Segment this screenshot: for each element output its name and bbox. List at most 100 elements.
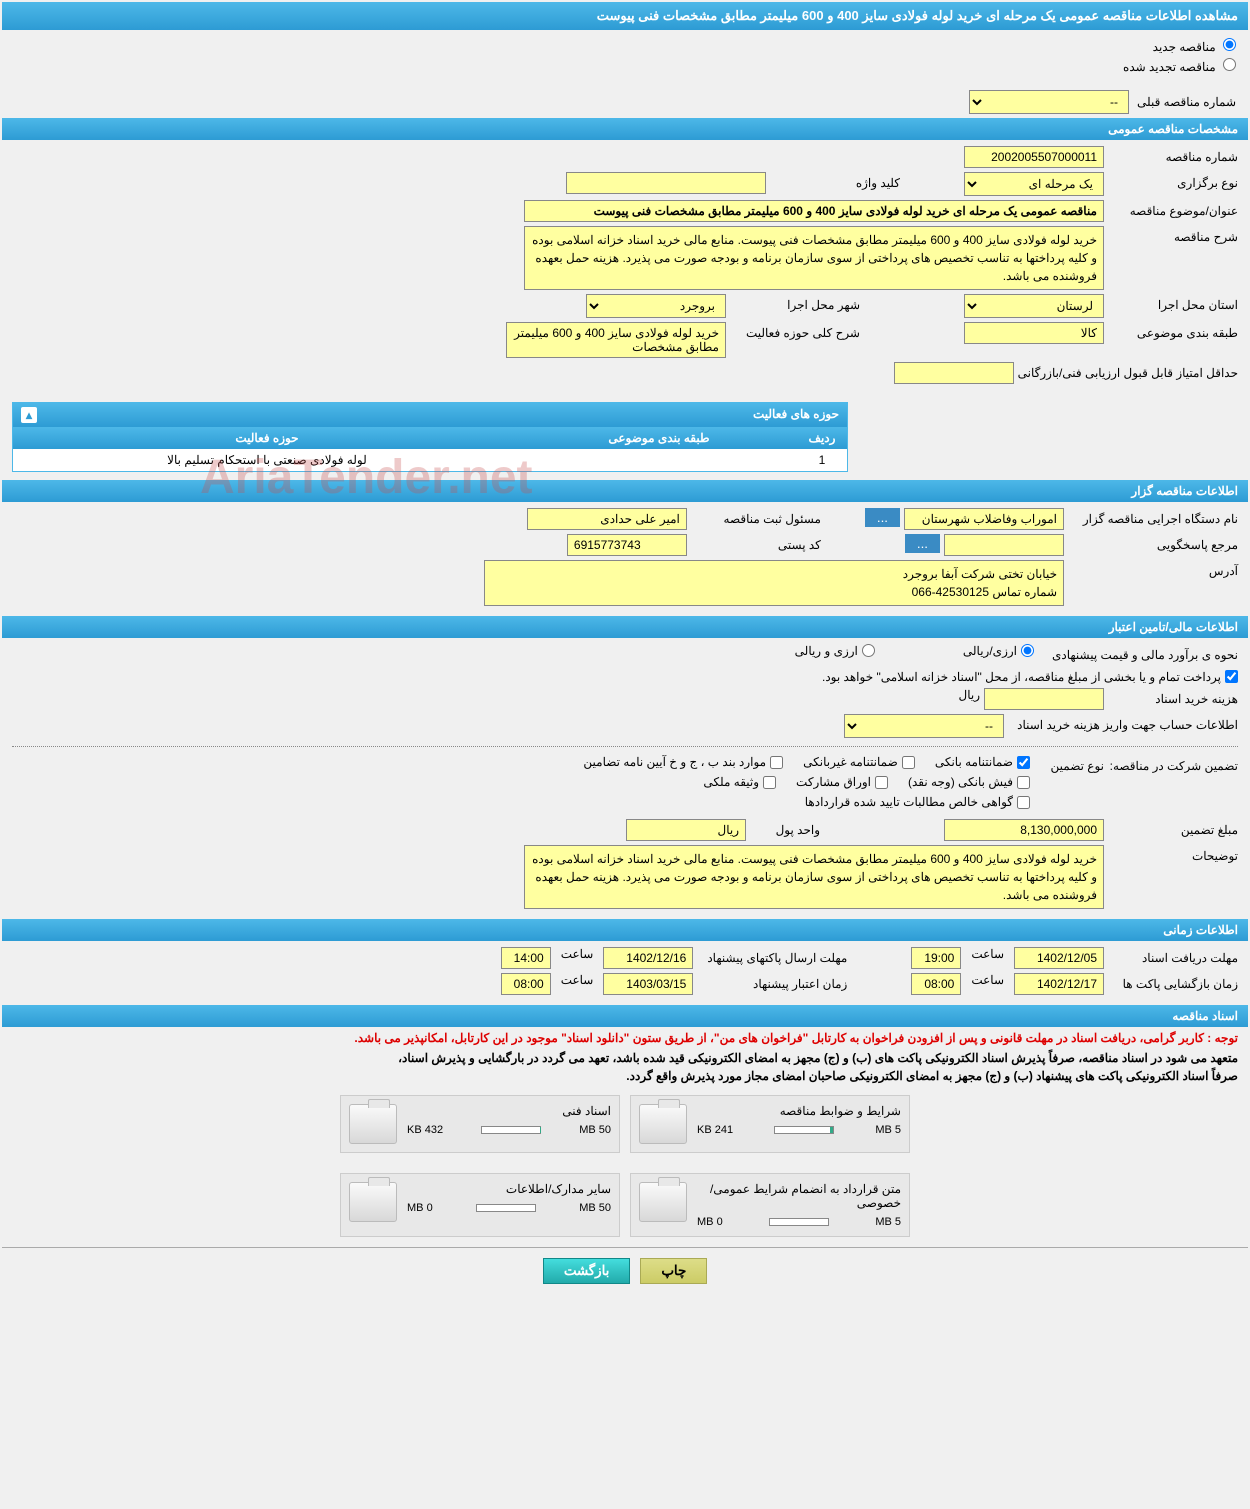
address-value: خیابان تختی شرکت آبفا بروجرد شماره تماس … — [484, 560, 1064, 606]
notes-label: توضیحات — [1108, 845, 1238, 867]
doc-title: سایر مدارک/اطلاعات — [407, 1182, 611, 1196]
time-label-4: ساعت — [561, 973, 594, 987]
doc-used: 0 MB — [407, 1202, 433, 1214]
method-label: نحوه ی برآورد مالی و قیمت پیشنهادی — [1038, 644, 1238, 666]
cb-clause[interactable] — [770, 756, 783, 769]
col-area: حوزه فعالیت — [13, 427, 521, 449]
gtype-label: نوع تضمین — [1034, 755, 1104, 777]
time-label-2: ساعت — [561, 947, 594, 961]
contact-lookup-button[interactable]: ... — [905, 534, 940, 553]
cb-bank[interactable] — [1017, 756, 1030, 769]
opt-cash: فیش بانکی (وجه نقد) — [908, 775, 1013, 789]
activity-panel-title: حوزه های فعالیت — [753, 407, 839, 423]
progress-bar — [774, 1126, 834, 1134]
table-row: 1 لوله فولادی صنعتی با استحکام تسلیم بال… — [13, 449, 847, 471]
activity-desc-value: خرید لوله فولادی سایز 400 و 600 میلیمتر … — [506, 322, 726, 358]
desc-label: شرح مناقصه — [1108, 226, 1238, 248]
participate-label: تضمین شرکت در مناقصه: — [1108, 755, 1238, 777]
province-label: استان محل اجرا — [1108, 294, 1238, 316]
receive-time: 19:00 — [911, 947, 961, 969]
doc-cost-input[interactable] — [984, 688, 1104, 710]
validity-label: زمان اعتبار پیشنهاد — [697, 973, 847, 995]
exec-value: اموراب وفاضلاب شهرستان — [904, 508, 1064, 530]
address-label: آدرس — [1068, 560, 1238, 582]
doc-card-terms[interactable]: شرایط و ضوابط مناقصه 5 MB 241 KB — [630, 1095, 910, 1153]
doc-title: اسناد فنی — [407, 1104, 611, 1118]
opt-cert: گواهی خالص مطالبات تایید شده قراردادها — [805, 795, 1013, 809]
row-area: لوله فولادی صنعتی با استحکام تسلیم بالا — [13, 449, 521, 471]
progress-bar — [769, 1218, 829, 1226]
subject-value: مناقصه عمومی یک مرحله ای خرید لوله فولاد… — [524, 200, 1104, 222]
doc-card-contract[interactable]: متن قرارداد به انضمام شرایط عمومی/خصوصی … — [630, 1173, 910, 1237]
notice-line2: صرفاً اسناد الکترونیکی پاکت های پیشنهاد … — [2, 1067, 1248, 1085]
back-button[interactable]: بازگشت — [543, 1258, 631, 1284]
keyword-input[interactable] — [566, 172, 766, 194]
province-select[interactable]: لرستان — [964, 294, 1104, 318]
contact-value — [944, 534, 1064, 556]
reg-officer-label: مسئول ثبت مناقصه — [691, 508, 821, 530]
opt-property: وثیقه ملکی — [703, 775, 759, 789]
exec-lookup-button[interactable]: ... — [865, 508, 900, 527]
cb-cert[interactable] — [1017, 796, 1030, 809]
method-op1: ارزی/ریالی — [963, 644, 1017, 658]
type-select[interactable]: یک مرحله ای — [964, 172, 1104, 196]
radio-new-tender[interactable] — [1223, 38, 1236, 51]
payment-checkbox[interactable] — [1225, 670, 1238, 683]
radio-both[interactable] — [862, 644, 875, 657]
open-date: 1402/12/17 — [1014, 973, 1104, 995]
desc-value: خرید لوله فولادی سایز 400 و 600 میلیمتر … — [524, 226, 1104, 290]
account-label: اطلاعات حساب جهت واریز هزینه خرید اسناد — [1008, 714, 1238, 736]
unit-label: واحد پول — [750, 819, 820, 841]
type-label: نوع برگزاری — [1108, 172, 1238, 194]
opt-nonbank: ضمانتنامه غیربانکی — [803, 755, 898, 769]
progress-bar — [476, 1204, 536, 1212]
cb-property[interactable] — [763, 776, 776, 789]
subject-label: عنوان/موضوع مناقصه — [1108, 200, 1238, 222]
section-organizer-header: اطلاعات مناقصه گزار — [2, 480, 1248, 502]
doc-cost-label: هزینه خرید اسناد — [1108, 688, 1238, 710]
opt-stock: اوراق مشارکت — [796, 775, 871, 789]
receive-date: 1402/12/05 — [1014, 947, 1104, 969]
doc-card-tech[interactable]: اسناد فنی 50 MB 432 KB — [340, 1095, 620, 1153]
prev-tender-select[interactable]: -- — [969, 90, 1129, 114]
radio-new-label: مناقصه جدید — [1153, 40, 1216, 54]
col-row: ردیف — [797, 427, 847, 449]
activity-panel: حوزه های فعالیت ▴ ردیف طبقه بندی موضوعی … — [12, 402, 848, 472]
cb-cash[interactable] — [1017, 776, 1030, 789]
min-score-input[interactable] — [894, 362, 1014, 384]
doc-used: 432 KB — [407, 1124, 443, 1136]
doc-limit: 50 MB — [579, 1124, 611, 1136]
exec-label: نام دستگاه اجرایی مناقصه گزار — [1068, 508, 1238, 530]
print-button[interactable]: چاپ — [640, 1258, 707, 1284]
radio-rial[interactable] — [1021, 644, 1034, 657]
account-select[interactable]: -- — [844, 714, 1004, 738]
notes-value: خرید لوله فولادی سایز 400 و 600 میلیمتر … — [524, 845, 1104, 909]
doc-limit: 5 MB — [875, 1124, 901, 1136]
cb-stock[interactable] — [875, 776, 888, 789]
doc-limit: 5 MB — [875, 1216, 901, 1228]
reg-officer-value: امیر علی حدادی — [527, 508, 687, 530]
folder-icon — [349, 1104, 397, 1144]
amount-label: مبلغ تضمین — [1108, 819, 1238, 841]
cb-nonbank[interactable] — [902, 756, 915, 769]
doc-card-other[interactable]: سایر مدارک/اطلاعات 50 MB 0 MB — [340, 1173, 620, 1237]
min-score-label: حداقل امتیاز قابل قبول ارزیابی فنی/بازرگ… — [1018, 362, 1238, 384]
contact-label: مرجع پاسخگویی — [1068, 534, 1238, 556]
open-time: 08:00 — [911, 973, 961, 995]
folder-icon — [639, 1104, 687, 1144]
city-select[interactable]: بروجرد — [586, 294, 726, 318]
validity-date: 1403/03/15 — [603, 973, 693, 995]
section-docs-header: اسناد مناقصه — [2, 1005, 1248, 1027]
postal-value: 6915773743 — [567, 534, 687, 556]
collapse-icon[interactable]: ▴ — [21, 407, 37, 423]
col-category: طبقه بندی موضوعی — [521, 427, 797, 449]
opt-clause: موارد بند ب ، ج و خ آیین نامه تضامین — [583, 755, 766, 769]
city-label: شهر محل اجرا — [730, 294, 860, 316]
radio-renewed-label: مناقصه تجدید شده — [1123, 60, 1216, 74]
activity-desc-label: شرح کلی حوزه فعالیت — [730, 322, 860, 344]
doc-cost-unit: ریال — [958, 688, 980, 702]
row-num: 1 — [797, 449, 847, 471]
radio-renewed-tender[interactable] — [1223, 58, 1236, 71]
send-label: مهلت ارسال پاکتهای پیشنهاد — [697, 947, 847, 969]
tender-mode-group: مناقصه جدید مناقصه تجدید شده — [2, 30, 1248, 86]
